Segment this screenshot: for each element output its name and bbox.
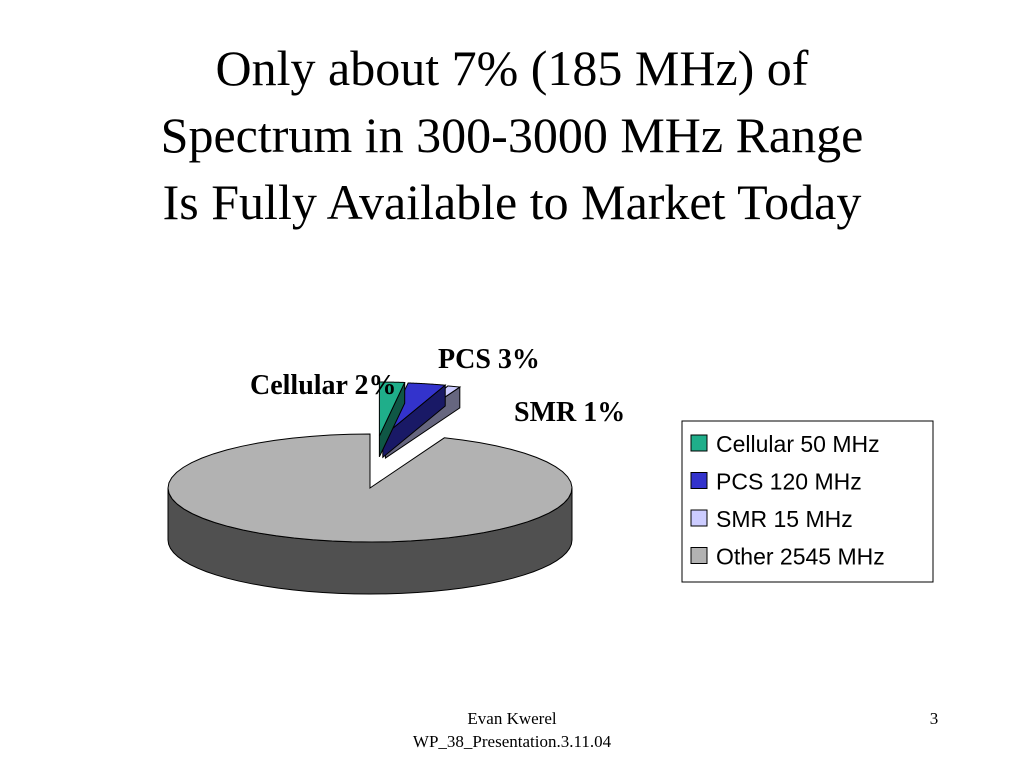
data-label: SMR 1% xyxy=(514,397,625,428)
slice xyxy=(382,382,447,437)
slice-cut-shade xyxy=(382,385,446,458)
footer-author: Evan Kwerel xyxy=(467,709,556,728)
data-label: Cellular 2% xyxy=(250,370,396,401)
footer-file: WP_38_Presentation.3.11.04 xyxy=(413,732,612,751)
legend-swatch xyxy=(690,472,708,489)
legend-label: SMR 15 MHz xyxy=(716,506,853,532)
legend-swatch xyxy=(690,509,708,527)
pie xyxy=(167,381,573,595)
title-line: Spectrum in 300-3000 MHz Range xyxy=(161,107,864,163)
slice-side-shade xyxy=(168,488,572,594)
title-line: Is Fully Available to Market Today xyxy=(163,174,862,230)
slice-cut-shade xyxy=(379,382,405,457)
slice xyxy=(167,433,573,543)
data-label: PCS 3% xyxy=(438,344,540,375)
slice xyxy=(378,381,406,437)
legend-swatch xyxy=(690,547,708,564)
legend-swatch xyxy=(690,434,708,452)
title-line: Only about 7% (185 MHz) of xyxy=(216,40,809,96)
legend-label: Cellular 50 MHz xyxy=(716,431,880,457)
legend-label: PCS 120 MHz xyxy=(716,469,862,495)
legend-label: Other 2545 MHz xyxy=(716,544,885,570)
legend-box xyxy=(681,420,934,583)
page-number: 3 xyxy=(930,709,939,728)
